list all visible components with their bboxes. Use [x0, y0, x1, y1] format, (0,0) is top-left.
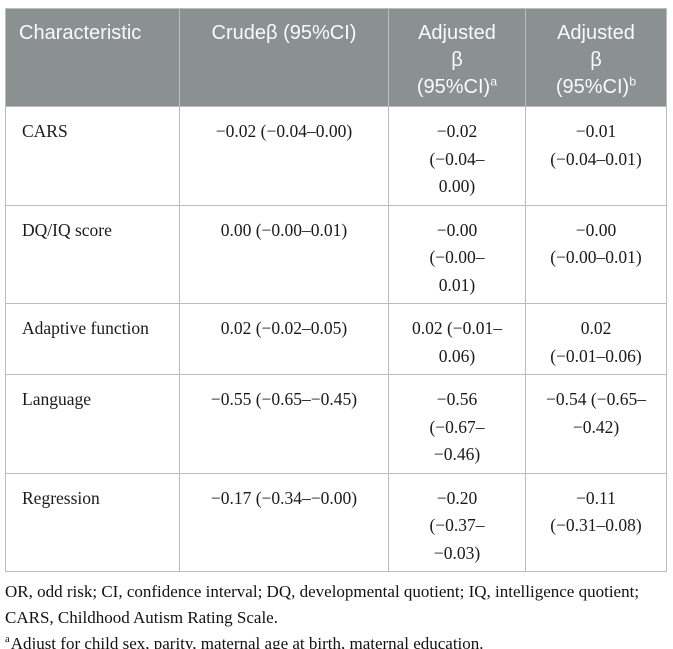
header-cell-adjusted-beta-a: Adjusted β (95%CI)a: [388, 8, 526, 107]
header-label: Crudeβ (95%CI): [211, 22, 357, 44]
cell-adjusted-beta-a: −0.20 (−0.37– −0.03): [388, 472, 526, 572]
cell-characteristic: DQ/IQ score: [5, 204, 180, 304]
table-body: CARS −0.02 (−0.04–0.00) −0.02 (−0.04– 0.…: [5, 106, 667, 572]
footnote-abbreviations: OR, odd risk; CI, confidence interval; D…: [5, 582, 640, 627]
header-superscript-b: b: [629, 74, 637, 89]
cell-adjusted-beta-a: 0.02 (−0.01– 0.06): [388, 303, 526, 375]
cell-crude-beta: −0.55 (−0.65–−0.45): [179, 374, 389, 474]
cell-adjusted-beta-b: −0.00 (−0.00–0.01): [525, 204, 667, 304]
header-superscript-a: a: [490, 74, 498, 89]
header-row: Characteristic Crudeβ (95%CI) Adjusted β…: [5, 8, 667, 107]
table-header: Characteristic Crudeβ (95%CI) Adjusted β…: [5, 8, 667, 107]
cell-crude-beta: 0.00 (−0.00–0.01): [179, 204, 389, 304]
header-label: Characteristic: [19, 22, 142, 44]
header-cell-characteristic: Characteristic: [5, 8, 180, 107]
cell-characteristic: CARS: [5, 106, 180, 206]
cell-adjusted-beta-a: −0.02 (−0.04– 0.00): [388, 106, 526, 206]
table-footnotes: OR, odd risk; CI, confidence interval; D…: [5, 579, 669, 649]
header-cell-crude-beta: Crudeβ (95%CI): [179, 8, 389, 107]
table-row-cars: CARS −0.02 (−0.04–0.00) −0.02 (−0.04– 0.…: [5, 106, 667, 206]
header-cell-adjusted-beta-b: Adjusted β (95%CI)b: [525, 8, 667, 107]
table-row-language: Language −0.55 (−0.65–−0.45) −0.56 (−0.6…: [5, 374, 667, 474]
header-label: Adjusted β (95%CI): [555, 22, 635, 98]
header-label: Adjusted β (95%CI): [416, 22, 496, 98]
cell-characteristic: Regression: [5, 472, 180, 572]
cell-adjusted-beta-b: −0.54 (−0.65– −0.42): [525, 374, 667, 474]
results-table: Characteristic Crudeβ (95%CI) Adjusted β…: [5, 8, 667, 572]
cell-crude-beta: −0.17 (−0.34–−0.00): [179, 472, 389, 572]
cell-adjusted-beta-b: −0.11 (−0.31–0.08): [525, 472, 667, 572]
cell-adjusted-beta-b: −0.01 (−0.04–0.01): [525, 106, 667, 206]
table-figure: Characteristic Crudeβ (95%CI) Adjusted β…: [0, 8, 673, 649]
cell-characteristic: Adaptive function: [5, 303, 180, 375]
footnote-a-superscript: a: [5, 634, 10, 646]
table-row-adaptive-function: Adaptive function 0.02 (−0.02–0.05) 0.02…: [5, 303, 667, 375]
table-row-regression: Regression −0.17 (−0.34–−0.00) −0.20 (−0…: [5, 472, 667, 572]
cell-adjusted-beta-b: 0.02 (−0.01–0.06): [525, 303, 667, 375]
cell-crude-beta: −0.02 (−0.04–0.00): [179, 106, 389, 206]
footnote-a: aAdjust for child sex, parity, maternal …: [5, 631, 669, 649]
cell-adjusted-beta-a: −0.56 (−0.67– −0.46): [388, 374, 526, 474]
cell-characteristic: Language: [5, 374, 180, 474]
table-row-dq-iq-score: DQ/IQ score 0.00 (−0.00–0.01) −0.00 (−0.…: [5, 204, 667, 304]
cell-adjusted-beta-a: −0.00 (−0.00– 0.01): [388, 204, 526, 304]
cell-crude-beta: 0.02 (−0.02–0.05): [179, 303, 389, 375]
footnote-a-text: Adjust for child sex, parity, maternal a…: [10, 634, 484, 649]
